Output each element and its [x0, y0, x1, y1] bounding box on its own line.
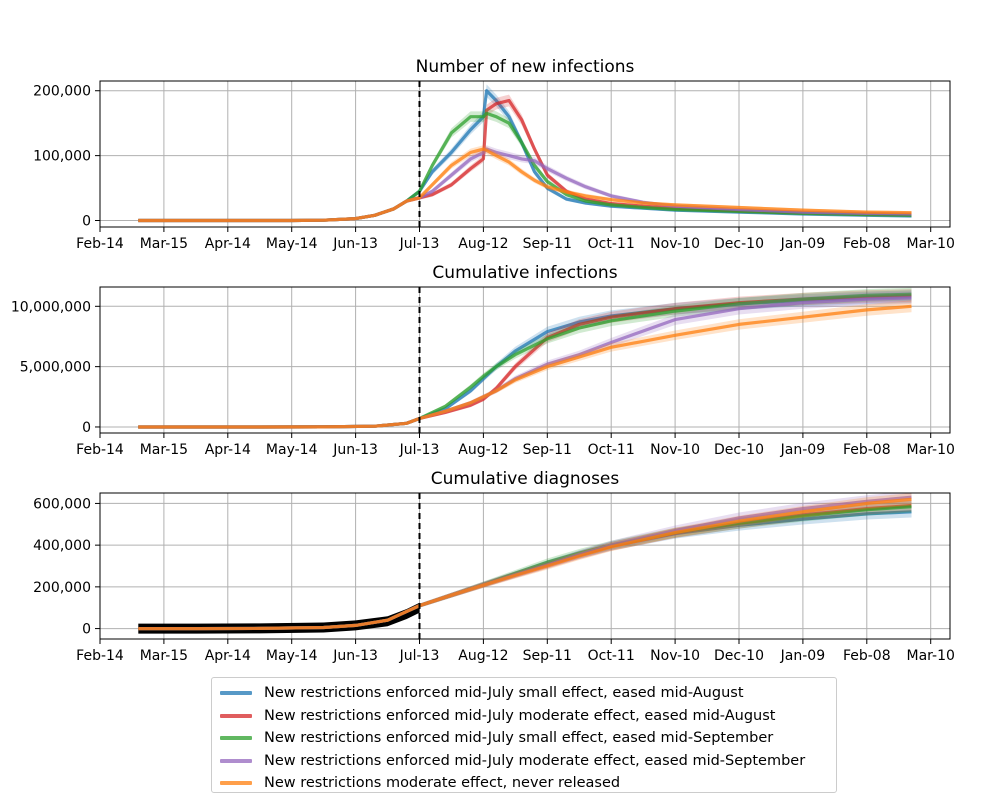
x-tick-label: Mar-10	[907, 442, 955, 458]
series-band	[138, 500, 912, 630]
legend-swatch	[220, 781, 252, 786]
y-tick-label: 0	[82, 214, 91, 230]
x-tick-label: Feb-14	[76, 648, 124, 664]
x-tick-label: Mar-15	[140, 236, 188, 252]
x-tick-label: Mar-15	[140, 442, 188, 458]
x-tick-label: Feb-08	[843, 236, 891, 252]
x-tick-label: May-14	[266, 236, 318, 252]
x-tick-label: Aug-12	[458, 442, 508, 458]
x-tick-label: Mar-15	[140, 648, 188, 664]
legend-label: New restrictions enforced mid-July moder…	[264, 752, 806, 769]
series-band	[138, 506, 912, 630]
x-tick-label: Aug-12	[458, 236, 508, 252]
x-tick-label: May-14	[266, 442, 318, 458]
x-tick-label: Dec-10	[714, 236, 764, 252]
legend-label: New restrictions enforced mid-July moder…	[264, 707, 776, 724]
series-band	[138, 291, 912, 429]
series-line	[138, 147, 912, 223]
series-band	[138, 290, 912, 429]
x-tick-label: Dec-10	[714, 442, 764, 458]
panel-title: Cumulative diagnoses	[431, 469, 620, 489]
y-tick-label: 5,000,000	[20, 360, 91, 376]
x-tick-label: Jan-09	[780, 442, 825, 458]
legend-item: New restrictions enforced mid-July small…	[212, 727, 836, 750]
series-band	[138, 493, 912, 630]
legend-swatch	[220, 758, 252, 763]
x-tick-label: Aug-12	[458, 648, 508, 664]
x-tick-label: Jul-13	[399, 442, 440, 458]
panel-2: Feb-14 Mar-15 Apr-14 May-14 Jun-13 Jul-13 Aug-…	[11, 263, 955, 458]
x-tick-label: Mar-10	[907, 236, 955, 252]
y-tick-label: 200,000	[33, 580, 91, 596]
axes-frame	[99, 80, 951, 228]
y-tick-label: 0	[82, 420, 91, 436]
legend-item: New restrictions enforced mid-July moder…	[212, 750, 836, 773]
plot-area	[138, 84, 912, 223]
x-tick-label: Jul-13	[399, 648, 440, 664]
axes-frame	[99, 492, 951, 640]
x-tick-label: Nov-10	[650, 442, 700, 458]
x-tick-label: Jun-13	[332, 648, 378, 664]
legend-label: New restrictions moderate effect, never …	[264, 775, 621, 792]
series-band	[138, 300, 912, 429]
y-tick-label: 600,000	[33, 496, 91, 512]
legend-swatch	[220, 713, 252, 718]
x-tick-label: Apr-14	[205, 648, 251, 664]
y-tick-label: 400,000	[33, 538, 91, 554]
x-tick-label: Jun-13	[332, 236, 378, 252]
x-tick-label: Feb-14	[76, 442, 124, 458]
panel-1: Feb-14 Mar-15 Apr-14 May-14 Jun-13 Jul-13 Aug-…	[33, 57, 955, 252]
plot-area	[138, 287, 912, 429]
legend-item: New restrictions moderate effect, never …	[212, 772, 836, 795]
x-tick-label: Feb-08	[843, 442, 891, 458]
legend-label: New restrictions enforced mid-July small…	[264, 730, 774, 747]
axes-frame	[99, 286, 951, 434]
x-tick-label: Jul-13	[399, 236, 440, 252]
x-tick-label: Sep-11	[523, 236, 572, 252]
x-tick-label: Jan-09	[780, 648, 825, 664]
x-tick-label: Oct-11	[588, 648, 635, 664]
x-tick-label: Nov-10	[650, 236, 700, 252]
x-tick-label: Mar-10	[907, 648, 955, 664]
legend-swatch	[220, 736, 252, 741]
series-line	[138, 497, 912, 631]
x-tick-label: Oct-11	[588, 236, 635, 252]
x-tick-label: Jun-13	[332, 442, 378, 458]
legend: New restrictions enforced mid-July small…	[211, 677, 837, 793]
panel-3: Feb-14 Mar-15 Apr-14 May-14 Jun-13 Jul-13 Aug-…	[33, 469, 955, 664]
y-tick-label: 200,000	[33, 84, 91, 100]
y-tick-label: 0	[82, 622, 91, 638]
x-tick-label: Jan-09	[780, 236, 825, 252]
x-tick-label: Nov-10	[650, 648, 700, 664]
series-band	[138, 493, 912, 630]
legend-item: New restrictions enforced mid-July small…	[212, 682, 836, 705]
legend-swatch	[220, 691, 252, 696]
x-tick-label: Feb-08	[843, 648, 891, 664]
x-tick-label: Sep-11	[523, 442, 572, 458]
x-tick-label: Apr-14	[205, 236, 251, 252]
x-tick-label: Oct-11	[588, 442, 635, 458]
legend-label: New restrictions enforced mid-July small…	[264, 685, 744, 702]
panel-title: Cumulative infections	[432, 263, 617, 283]
legend-item: New restrictions enforced mid-July moder…	[212, 705, 836, 728]
x-tick-label: Sep-11	[523, 648, 572, 664]
x-tick-label: Feb-14	[76, 236, 124, 252]
x-tick-label: May-14	[266, 648, 318, 664]
y-tick-label: 100,000	[33, 149, 91, 165]
x-tick-label: Apr-14	[205, 442, 251, 458]
y-tick-label: 10,000,000	[11, 299, 91, 315]
x-tick-label: Dec-10	[714, 648, 764, 664]
plot-area	[138, 493, 912, 634]
panel-title: Number of new infections	[416, 57, 635, 77]
series-line	[138, 304, 912, 429]
